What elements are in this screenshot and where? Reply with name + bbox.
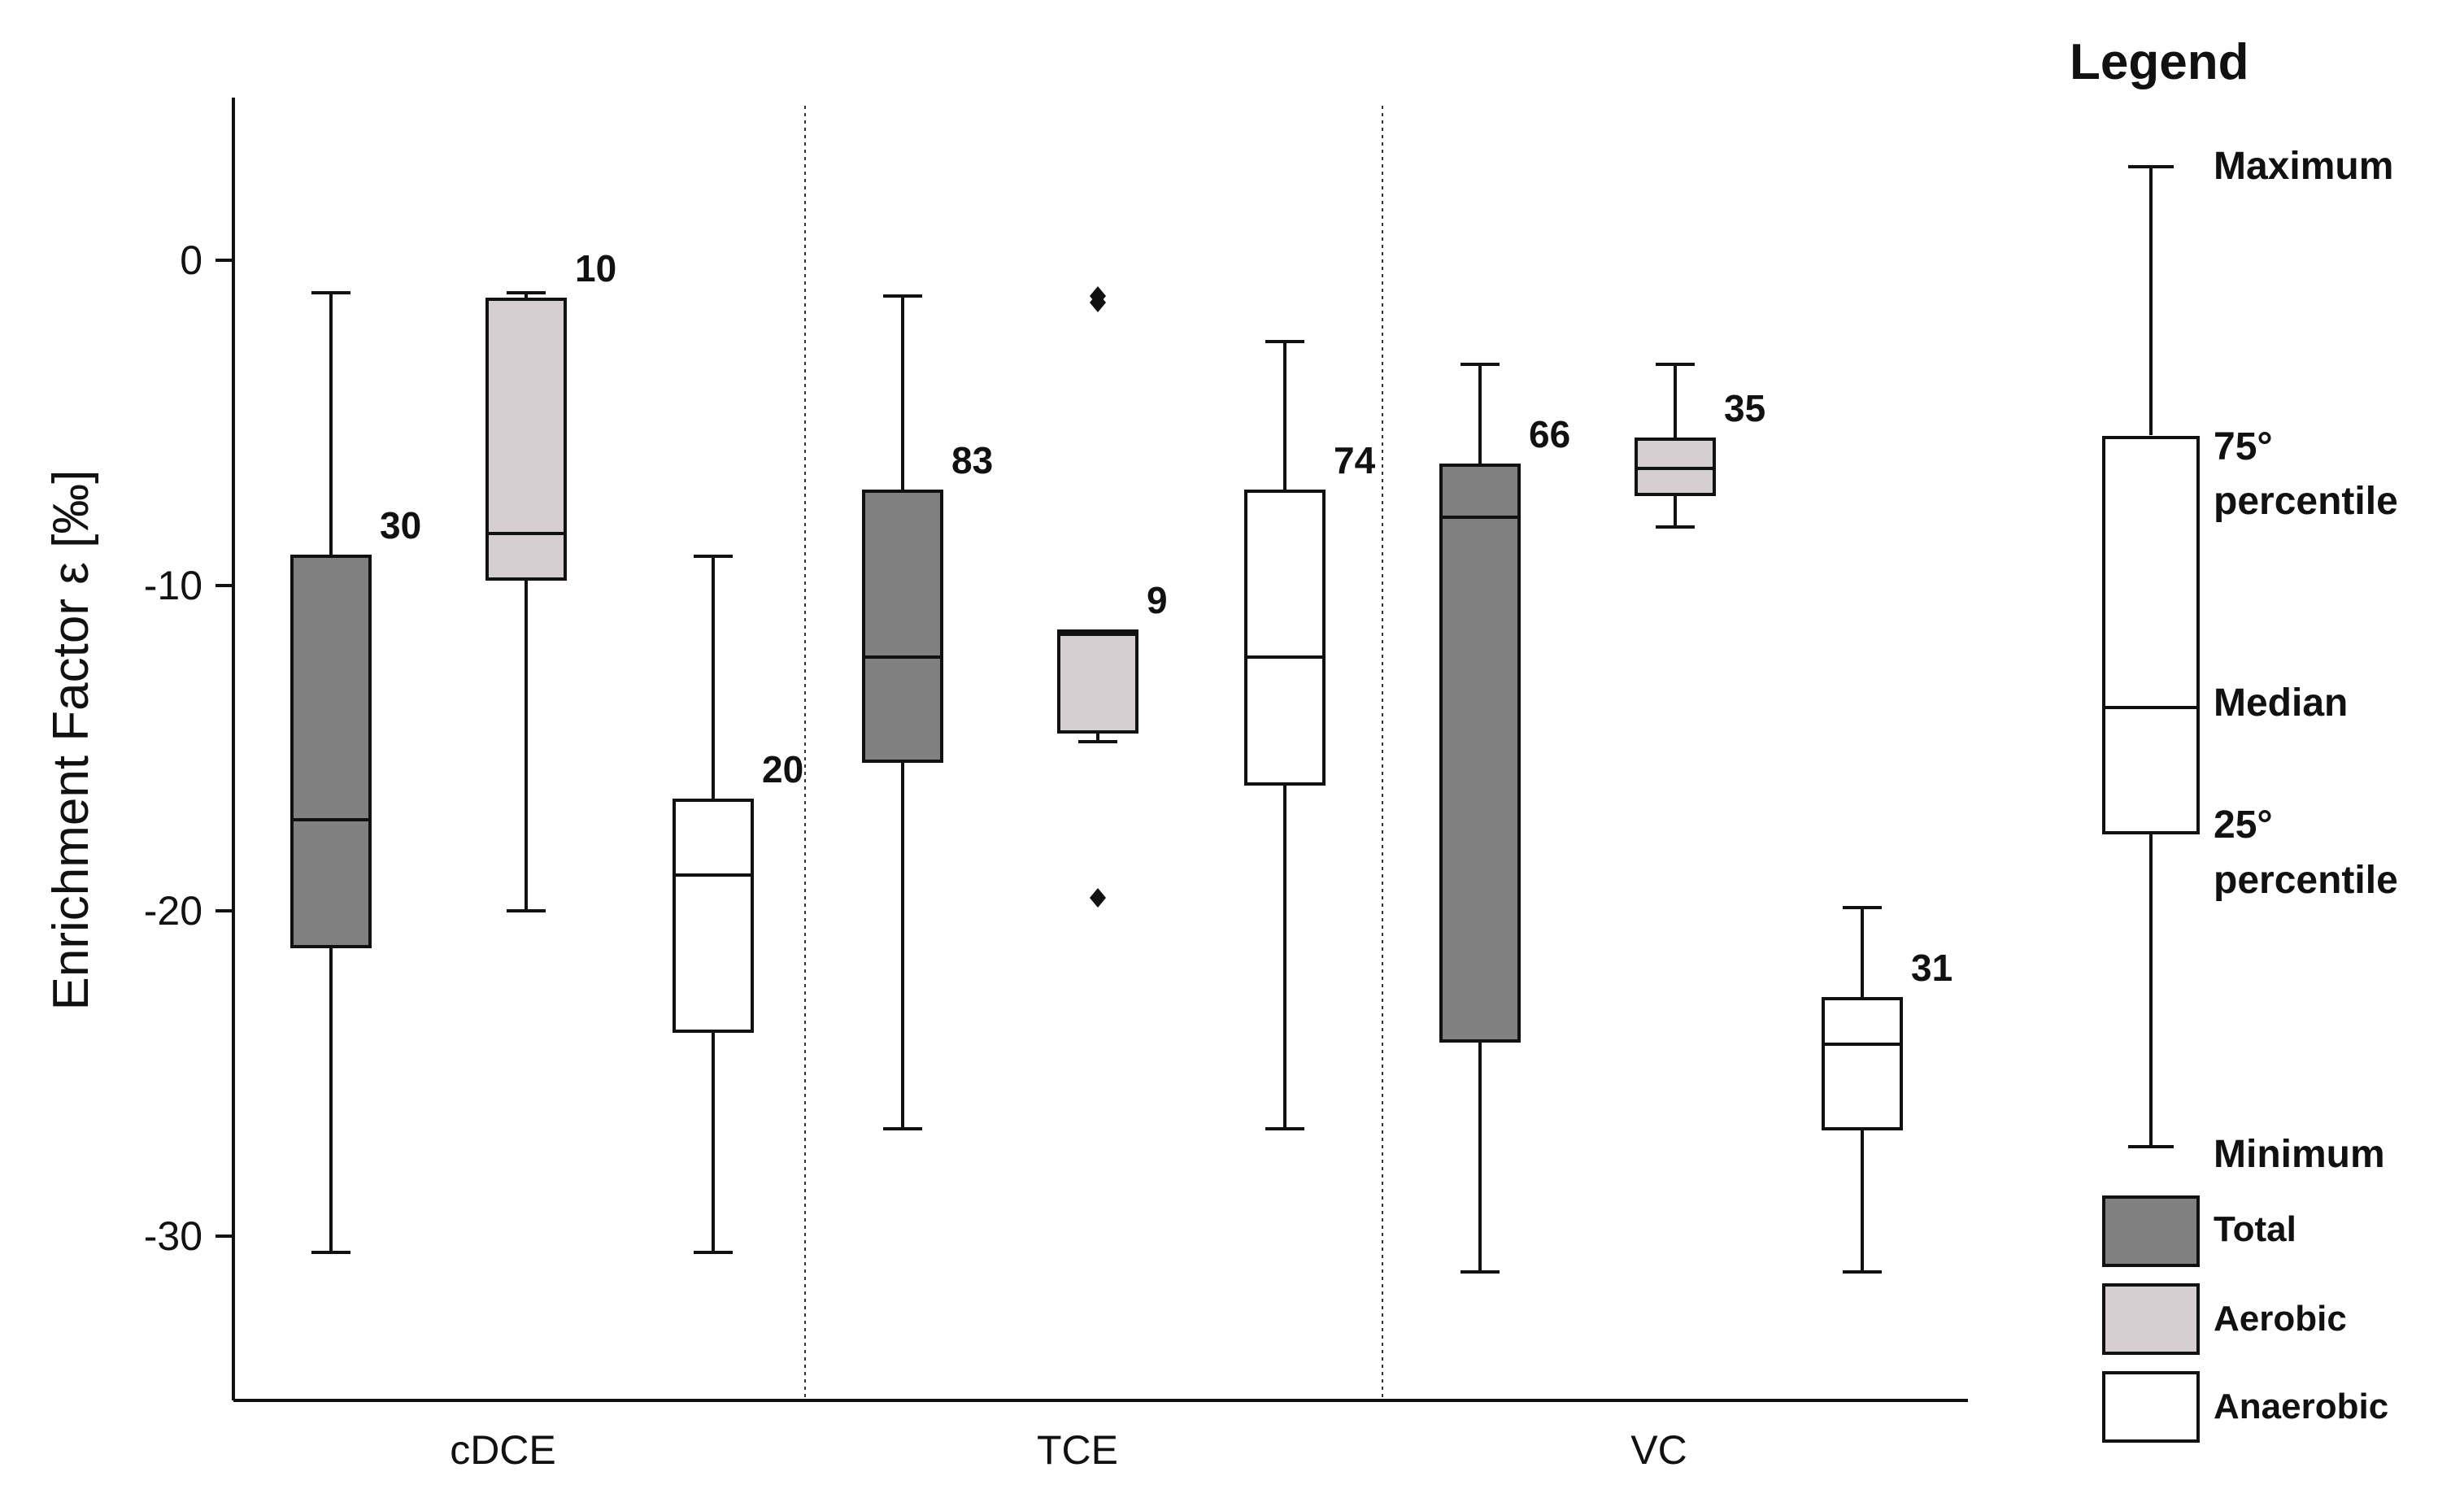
legend-minimum-label: Minimum bbox=[2214, 1133, 2385, 1176]
sample-count-label: 10 bbox=[575, 247, 616, 290]
sample-count-label: 31 bbox=[1911, 947, 1952, 989]
legend-maximum-label: Maximum bbox=[2214, 145, 2393, 188]
box-body bbox=[1244, 490, 1326, 786]
y-axis-label: Enrichment Factor ε [‰] bbox=[43, 469, 99, 1010]
sample-count-label: 9 bbox=[1147, 579, 1168, 621]
plot-area: 0 -10 -20 -30 cDCE TCE VC 30 10 20 83 9 74 66 35 31 bbox=[144, 98, 1968, 1473]
legend-q3-label-line1: 75° bbox=[2214, 425, 2273, 468]
y-tick-label: 0 bbox=[180, 237, 202, 283]
x-category-label: cDCE bbox=[450, 1427, 556, 1473]
legend-swatch-total bbox=[2102, 1195, 2200, 1267]
box-cdce-anaerobic: 20 bbox=[673, 555, 803, 1254]
legend: Legend Maximum 75° percentile Median 25°… bbox=[2070, 34, 2398, 1443]
box-tce-total: 83 bbox=[862, 294, 993, 1130]
box-tce-anaerobic: 74 bbox=[1244, 340, 1376, 1130]
x-category-label: VC bbox=[1630, 1427, 1687, 1473]
legend-total-label: Total bbox=[2214, 1209, 2296, 1249]
legend-median-label: Median bbox=[2214, 682, 2348, 725]
box-body bbox=[1822, 997, 1903, 1130]
legend-q1-label-line2: percentile bbox=[2214, 859, 2398, 902]
box-body bbox=[862, 490, 943, 763]
y-tick-label: -10 bbox=[144, 563, 202, 608]
box-tce-aerobic: 9 bbox=[1057, 286, 1168, 908]
y-tick-label: -30 bbox=[144, 1213, 202, 1259]
box-body bbox=[673, 799, 754, 1033]
legend-q3-label-line2: percentile bbox=[2214, 480, 2398, 523]
sample-count-label: 74 bbox=[1334, 439, 1376, 481]
box-cdce-total: 30 bbox=[290, 291, 421, 1254]
legend-box bbox=[2102, 436, 2200, 834]
outlier-point bbox=[1090, 888, 1106, 908]
box-body bbox=[1057, 629, 1138, 734]
sample-count-label: 83 bbox=[951, 439, 993, 481]
sample-count-label: 20 bbox=[762, 748, 803, 790]
legend-swatch-anaerobic bbox=[2102, 1371, 2200, 1443]
sample-count-label: 66 bbox=[1529, 413, 1570, 455]
y-tick-label: -20 bbox=[144, 888, 202, 934]
sample-count-label: 35 bbox=[1724, 387, 1765, 429]
legend-q1-label-line1: 25° bbox=[2214, 803, 2273, 847]
box-vc-anaerobic: 31 bbox=[1822, 906, 1952, 1274]
box-cdce-aerobic: 10 bbox=[485, 247, 616, 912]
legend-swatch-aerobic bbox=[2102, 1283, 2200, 1355]
legend-title: Legend bbox=[2070, 34, 2249, 90]
outlier-point bbox=[1090, 293, 1106, 312]
box-body bbox=[1439, 464, 1521, 1043]
legend-anaerobic-label: Anaerobic bbox=[2214, 1387, 2388, 1426]
legend-aerobic-label: Aerobic bbox=[2214, 1299, 2347, 1339]
sample-count-label: 30 bbox=[380, 504, 421, 547]
box-vc-aerobic: 35 bbox=[1635, 363, 1765, 529]
box-vc-total: 66 bbox=[1439, 363, 1570, 1274]
x-category-label: TCE bbox=[1037, 1427, 1118, 1473]
box-body bbox=[290, 555, 372, 948]
box-body bbox=[485, 298, 567, 581]
